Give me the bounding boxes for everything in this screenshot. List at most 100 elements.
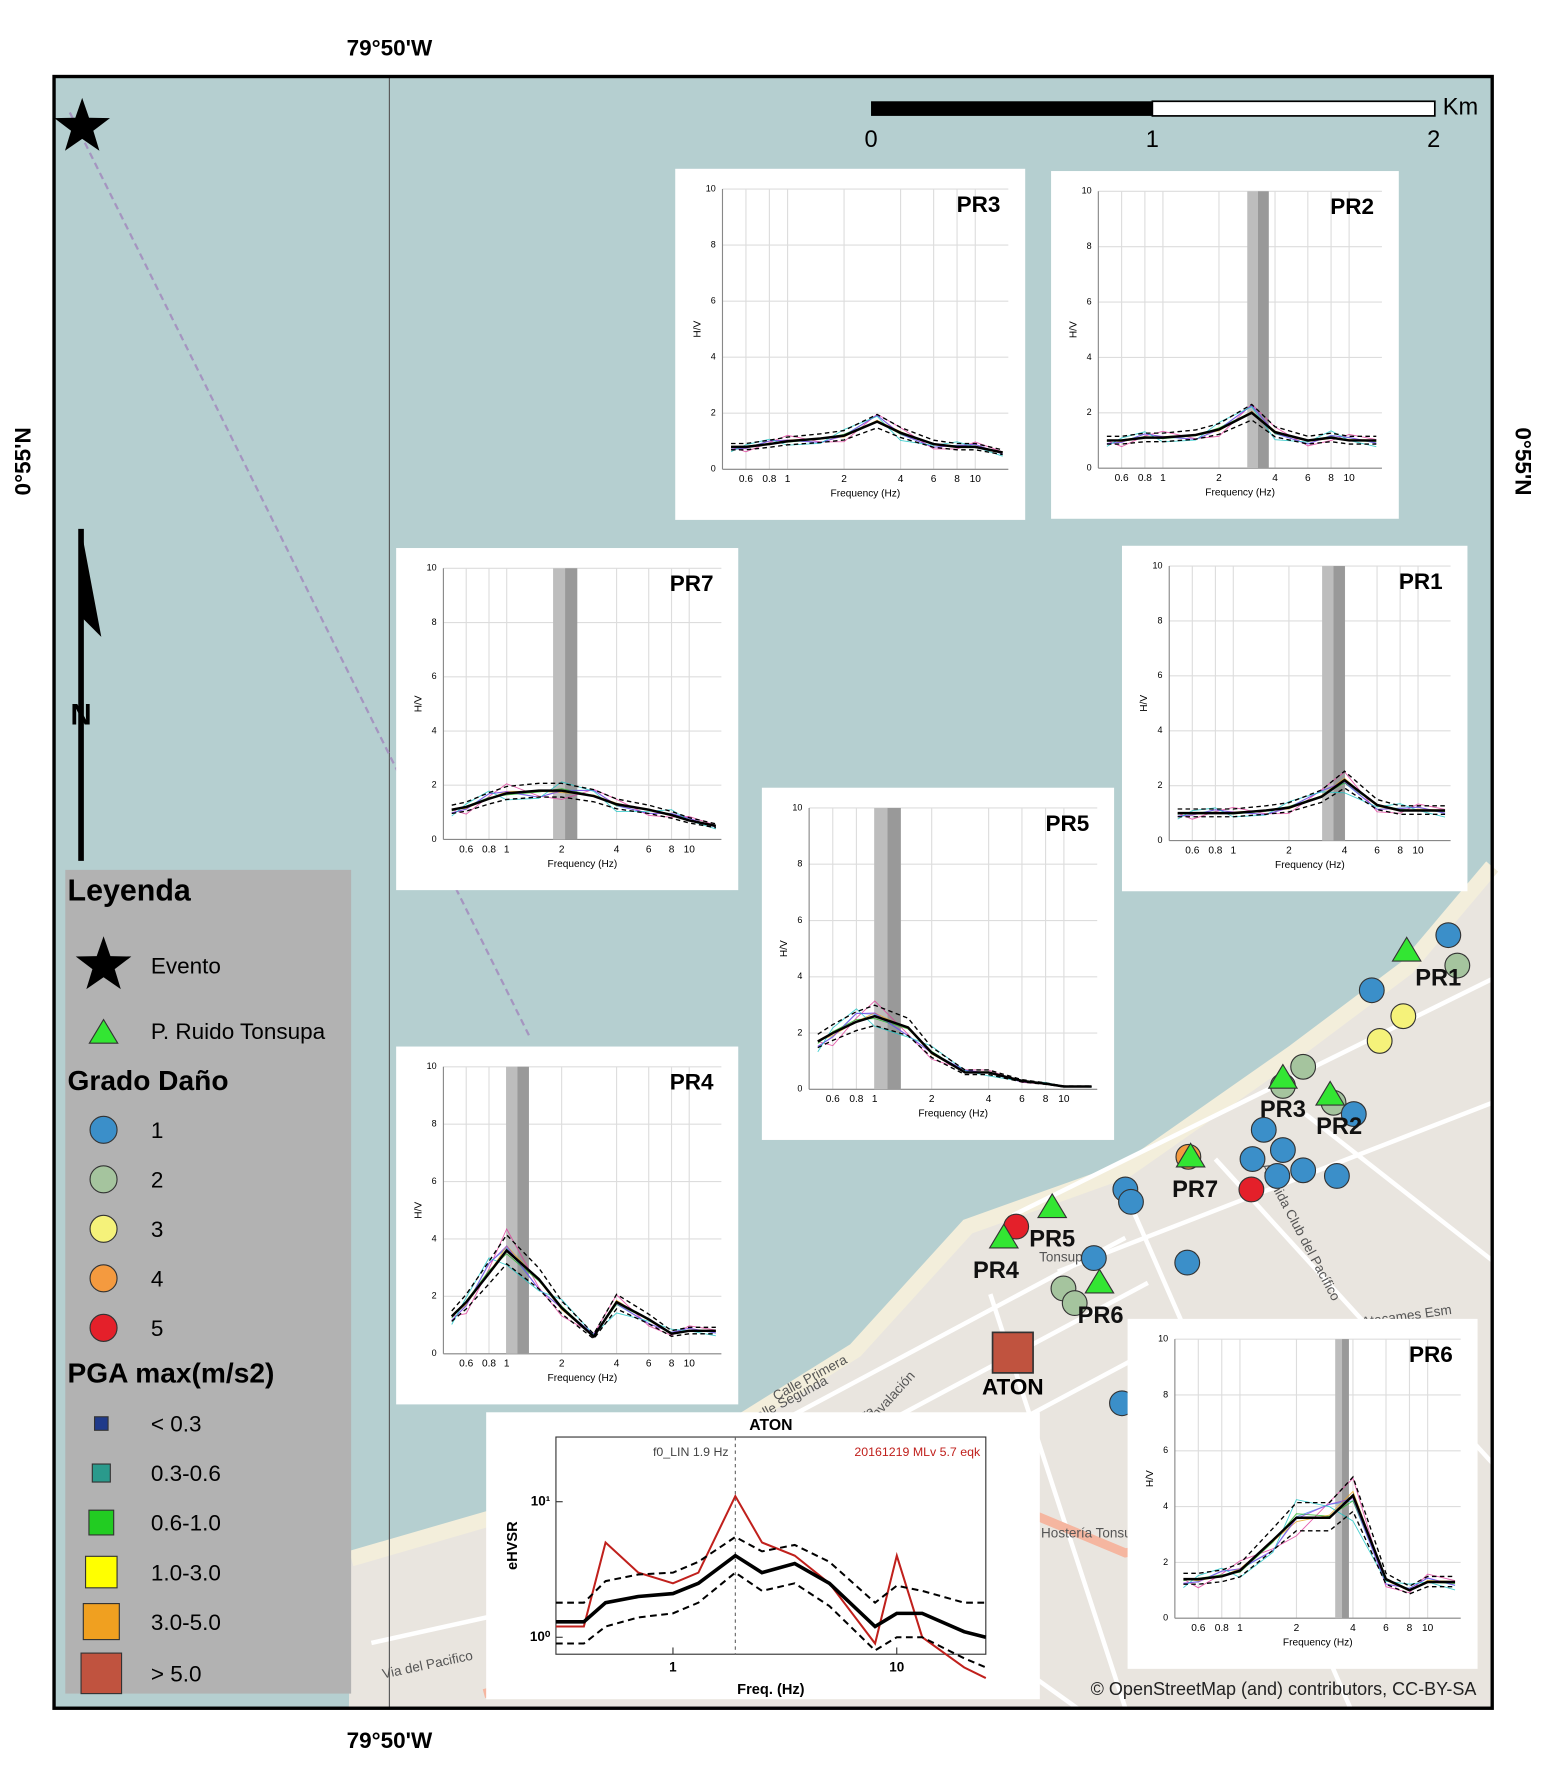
building (1390, 1003, 1417, 1030)
x-tick-label: 4 (614, 1359, 620, 1370)
station-label: PR3 (1260, 1097, 1306, 1123)
x-tick-label: 4 (1342, 845, 1348, 856)
x-tick-label: 8 (669, 1359, 675, 1370)
station-label: PR4 (973, 1258, 1020, 1284)
x-tick-label: 8 (954, 474, 960, 485)
x-tick-label: 6 (931, 474, 937, 485)
hvsr-curve (555, 1535, 986, 1604)
x-tick-label: 8 (669, 844, 675, 855)
mean-curve (1177, 778, 1446, 815)
y-tick-label: 6 (432, 1176, 437, 1186)
x-tick-label: 10 (1422, 1623, 1434, 1634)
building (1290, 1157, 1317, 1184)
f0-band-core (1342, 1339, 1349, 1619)
scale-bar-white (1151, 100, 1436, 117)
y-axis-label: H/V (779, 940, 790, 957)
x-tick-label: 8 (1328, 473, 1334, 484)
inset-title: PR4 (670, 1070, 714, 1095)
x-tick-label: 1 (1160, 473, 1166, 484)
legend-label: > 5.0 (151, 1662, 202, 1687)
legend-label: 1 (151, 1118, 164, 1143)
station-label: PR7 (1172, 1177, 1218, 1203)
x-tick-label: 0.6 (459, 844, 473, 855)
x-tick-label: 10 (889, 1659, 904, 1674)
legend-square (84, 1555, 118, 1589)
std-curve (451, 782, 716, 825)
legend-circle (89, 1264, 118, 1293)
legend-label: 0.3-0.6 (151, 1461, 221, 1486)
std-curve (451, 1262, 716, 1340)
y-tick-label: 10 (1082, 186, 1092, 196)
building (1358, 977, 1385, 1004)
x-tick-label: 0.8 (762, 474, 776, 485)
building (1340, 1101, 1367, 1128)
y-tick-label: 0 (432, 1348, 437, 1358)
legend-label: Evento (151, 954, 221, 979)
x-axis-label: Frequency (Hz) (548, 1373, 618, 1384)
y-tick-label: 8 (1163, 1389, 1168, 1399)
building (1444, 952, 1471, 979)
station-marker (1391, 936, 1422, 962)
window-curve (1183, 1499, 1456, 1591)
hv-inset: 0 2 4 6 8 10 0.6 0.8 1 2 4 6 8 10 Frequency (Hz) H/V PR5 (761, 787, 1115, 1140)
std-curve (451, 1233, 716, 1336)
station-label: PR6 (1078, 1303, 1124, 1329)
y-tick-label: 2 (432, 780, 437, 790)
mean-curve (450, 1248, 716, 1339)
x-tick-label: 10 (970, 474, 982, 485)
x-tick-label: 10 (1344, 473, 1356, 484)
y-tick-label: 10 (1158, 1334, 1168, 1344)
plot-frame (555, 1436, 987, 1655)
x-tick-label: 4 (986, 1094, 992, 1105)
y-tick-label: 4 (1163, 1501, 1168, 1511)
station-label: PR1 (1415, 965, 1461, 991)
f0-band-core (1333, 566, 1345, 841)
y-tick-label: 8 (432, 1119, 437, 1129)
x-tick-label: 2 (1216, 473, 1222, 484)
y-tick-label: 0 (432, 834, 437, 844)
x-axis-label: Freq. (Hz) (737, 1682, 804, 1698)
y-tick-label: 10 (706, 183, 716, 193)
x-tick-label: 8 (1043, 1094, 1049, 1105)
x-tick-label: 6 (646, 844, 652, 855)
y-tick-label: 6 (1163, 1445, 1168, 1455)
inset-title: PR5 (1046, 811, 1090, 836)
x-tick-label: 10 (1412, 845, 1424, 856)
f0-band-core (517, 1066, 529, 1354)
std-curve (1183, 1510, 1456, 1595)
y-axis-label: H/V (413, 695, 424, 712)
y-axis-label: eHVSR (505, 1521, 521, 1570)
x-tick-label: 0.6 (1191, 1623, 1205, 1634)
y-tick-label: 8 (1087, 241, 1092, 251)
x-axis-label: Frequency (Hz) (548, 859, 618, 870)
building (1290, 1053, 1317, 1080)
x-tick-label: 2 (559, 1359, 565, 1370)
hvsr-curve (555, 1493, 987, 1679)
credit: © OpenStreetMap (and) contributors, CC-B… (1091, 1679, 1477, 1699)
inset-title: PR6 (1409, 1342, 1453, 1367)
x-tick-label: 0.6 (739, 474, 753, 485)
x-axis-label: Frequency (Hz) (831, 489, 901, 500)
station-marker (1084, 1268, 1115, 1294)
x-axis-label: Frequency (Hz) (918, 1109, 988, 1120)
inset-bg (761, 787, 1115, 1140)
f0-band-core (1257, 191, 1269, 469)
inset-title: PR2 (1330, 194, 1374, 219)
mean-curve (731, 420, 1003, 454)
x-tick-label: 0.6 (826, 1094, 840, 1105)
building (1239, 1146, 1266, 1173)
legend-label: 3.0-5.0 (151, 1610, 221, 1635)
legend-square (91, 1463, 111, 1483)
hv-inset: 0 2 4 6 8 10 0.6 0.8 1 2 4 6 8 10 Frequency (Hz) H/V PR2 (1051, 171, 1399, 519)
north-label: N (70, 700, 91, 732)
x-tick-label: 0.8 (1208, 845, 1222, 856)
std-curve (451, 796, 716, 829)
y-tick-label: 0 (1157, 835, 1162, 845)
scale-unit: Km (1443, 94, 1478, 120)
legend-square (82, 1603, 120, 1641)
legend-label: 4 (151, 1267, 164, 1292)
building (1323, 1163, 1350, 1189)
window-curve (1106, 406, 1377, 448)
